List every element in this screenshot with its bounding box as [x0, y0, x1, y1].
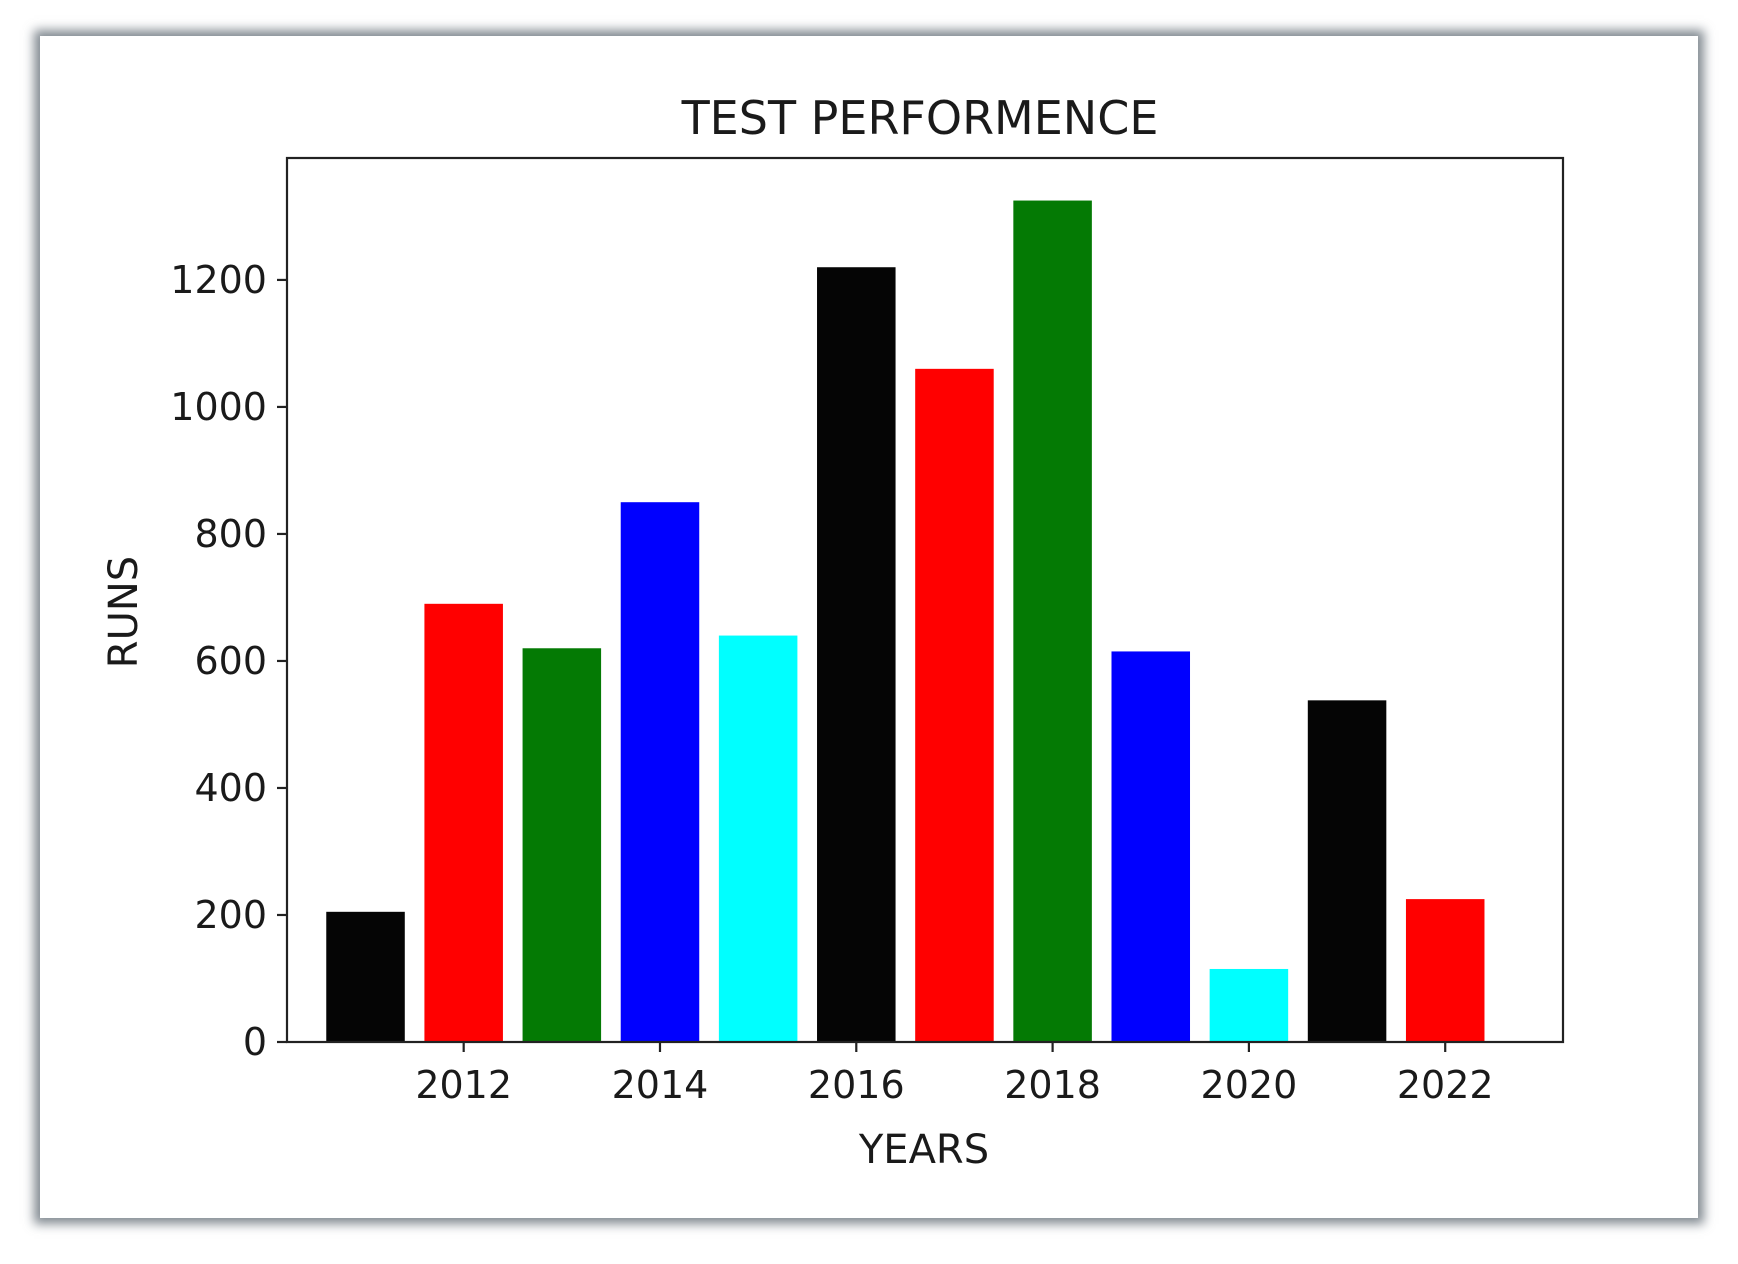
x-tick-label: 2018 [1004, 1063, 1101, 1107]
bar-2019 [1111, 651, 1191, 1042]
x-axis: 2012 2014 2016 2018 2020 2022 [415, 1042, 1494, 1107]
bar-2013 [522, 648, 602, 1042]
bar-2017 [915, 368, 994, 1042]
x-tick-label: 2014 [612, 1063, 709, 1107]
y-tick-label: 200 [194, 893, 267, 937]
bar-2012 [424, 603, 503, 1042]
y-tick-label: 1200 [170, 258, 267, 302]
y-tick-label: 400 [194, 766, 267, 810]
x-tick-label: 2016 [808, 1063, 905, 1107]
bar-2015 [718, 635, 798, 1042]
bar-2020 [1209, 968, 1289, 1042]
bars-group [326, 200, 1485, 1043]
y-axis-title: RUNS [101, 556, 147, 668]
y-tick-label: 800 [194, 512, 267, 556]
y-tick-label: 1000 [170, 385, 267, 429]
x-tick-label: 2020 [1201, 1063, 1298, 1107]
bar-2022 [1405, 899, 1485, 1042]
bar-2021 [1307, 700, 1387, 1042]
y-axis: 0 200 400 600 800 1000 1200 [170, 258, 287, 1064]
bar-2011 [326, 911, 405, 1042]
x-axis-title: YEARS [858, 1127, 989, 1173]
chart-title: TEST PERFORMENCE [681, 91, 1159, 145]
bar-2016 [817, 267, 896, 1043]
x-tick-label: 2012 [415, 1063, 512, 1107]
plot-area-frame [285, 156, 1565, 1044]
y-tick-label: 600 [194, 639, 267, 683]
x-tick-label: 2022 [1397, 1063, 1494, 1107]
bar-2018 [1013, 200, 1092, 1043]
bar-2014 [620, 502, 700, 1042]
y-tick-label: 0 [243, 1020, 267, 1064]
